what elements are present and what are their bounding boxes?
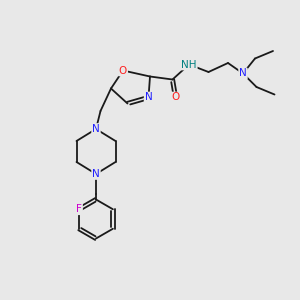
Text: F: F bbox=[76, 204, 82, 214]
Text: O: O bbox=[171, 92, 180, 103]
Text: N: N bbox=[92, 124, 100, 134]
Text: O: O bbox=[119, 65, 127, 76]
Text: NH: NH bbox=[181, 59, 197, 70]
Text: N: N bbox=[145, 92, 152, 103]
Text: N: N bbox=[92, 169, 100, 179]
Text: N: N bbox=[239, 68, 247, 79]
